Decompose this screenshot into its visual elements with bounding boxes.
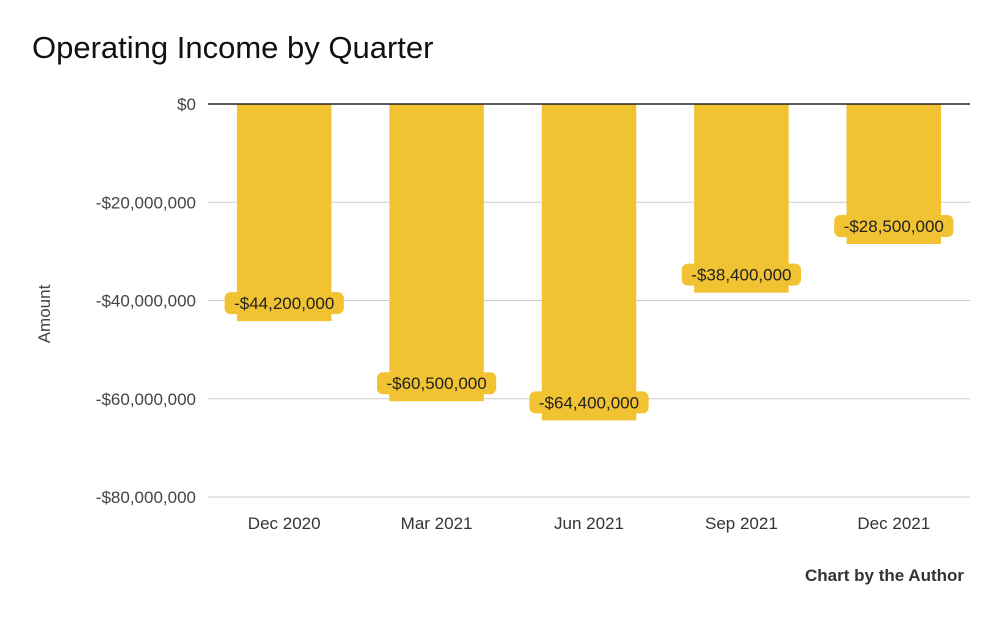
bar [694, 104, 789, 293]
x-tick-label: Sep 2021 [705, 514, 778, 533]
data-label: -$28,500,000 [844, 217, 944, 236]
data-label: -$44,200,000 [234, 294, 334, 313]
data-label-highlight [529, 391, 649, 414]
data-labels: -$44,200,000 -$60,500,000 -$64,400,000 -$38… [224, 215, 954, 414]
y-tick-label: -$80,000,000 [96, 488, 196, 507]
y-tick-label: -$60,000,000 [96, 390, 196, 409]
y-axis-ticks: $0 -$20,000,000 -$40,000,000 -$60,000,000 -$… [96, 95, 196, 507]
data-label-highlight [224, 292, 344, 315]
data-label: -$38,400,000 [691, 266, 791, 285]
bar [541, 104, 637, 421]
data-label-highlight [681, 263, 801, 286]
x-tick-label: Jun 2021 [554, 514, 624, 533]
data-label-highlight [834, 215, 954, 238]
bar [236, 104, 332, 322]
data-label: -$60,500,000 [386, 374, 486, 393]
y-tick-label: -$40,000,000 [96, 292, 196, 311]
bars [236, 104, 942, 421]
bar [389, 104, 484, 402]
x-axis-ticks: Dec 2020 Mar 2021 Jun 2021 Sep 2021 Dec 2021 [248, 514, 930, 533]
x-tick-label: Mar 2021 [401, 514, 473, 533]
data-label-highlight [377, 372, 497, 395]
x-tick-label: Dec 2020 [248, 514, 321, 533]
chart-credit: Chart by the Author [805, 566, 964, 585]
chart-title: Operating Income by Quarter [32, 30, 434, 65]
y-axis-label: Amount [35, 284, 54, 343]
y-tick-label: -$20,000,000 [96, 193, 196, 212]
data-label: -$64,400,000 [539, 393, 639, 412]
x-tick-label: Dec 2021 [857, 514, 930, 533]
y-tick-label: $0 [177, 95, 196, 114]
